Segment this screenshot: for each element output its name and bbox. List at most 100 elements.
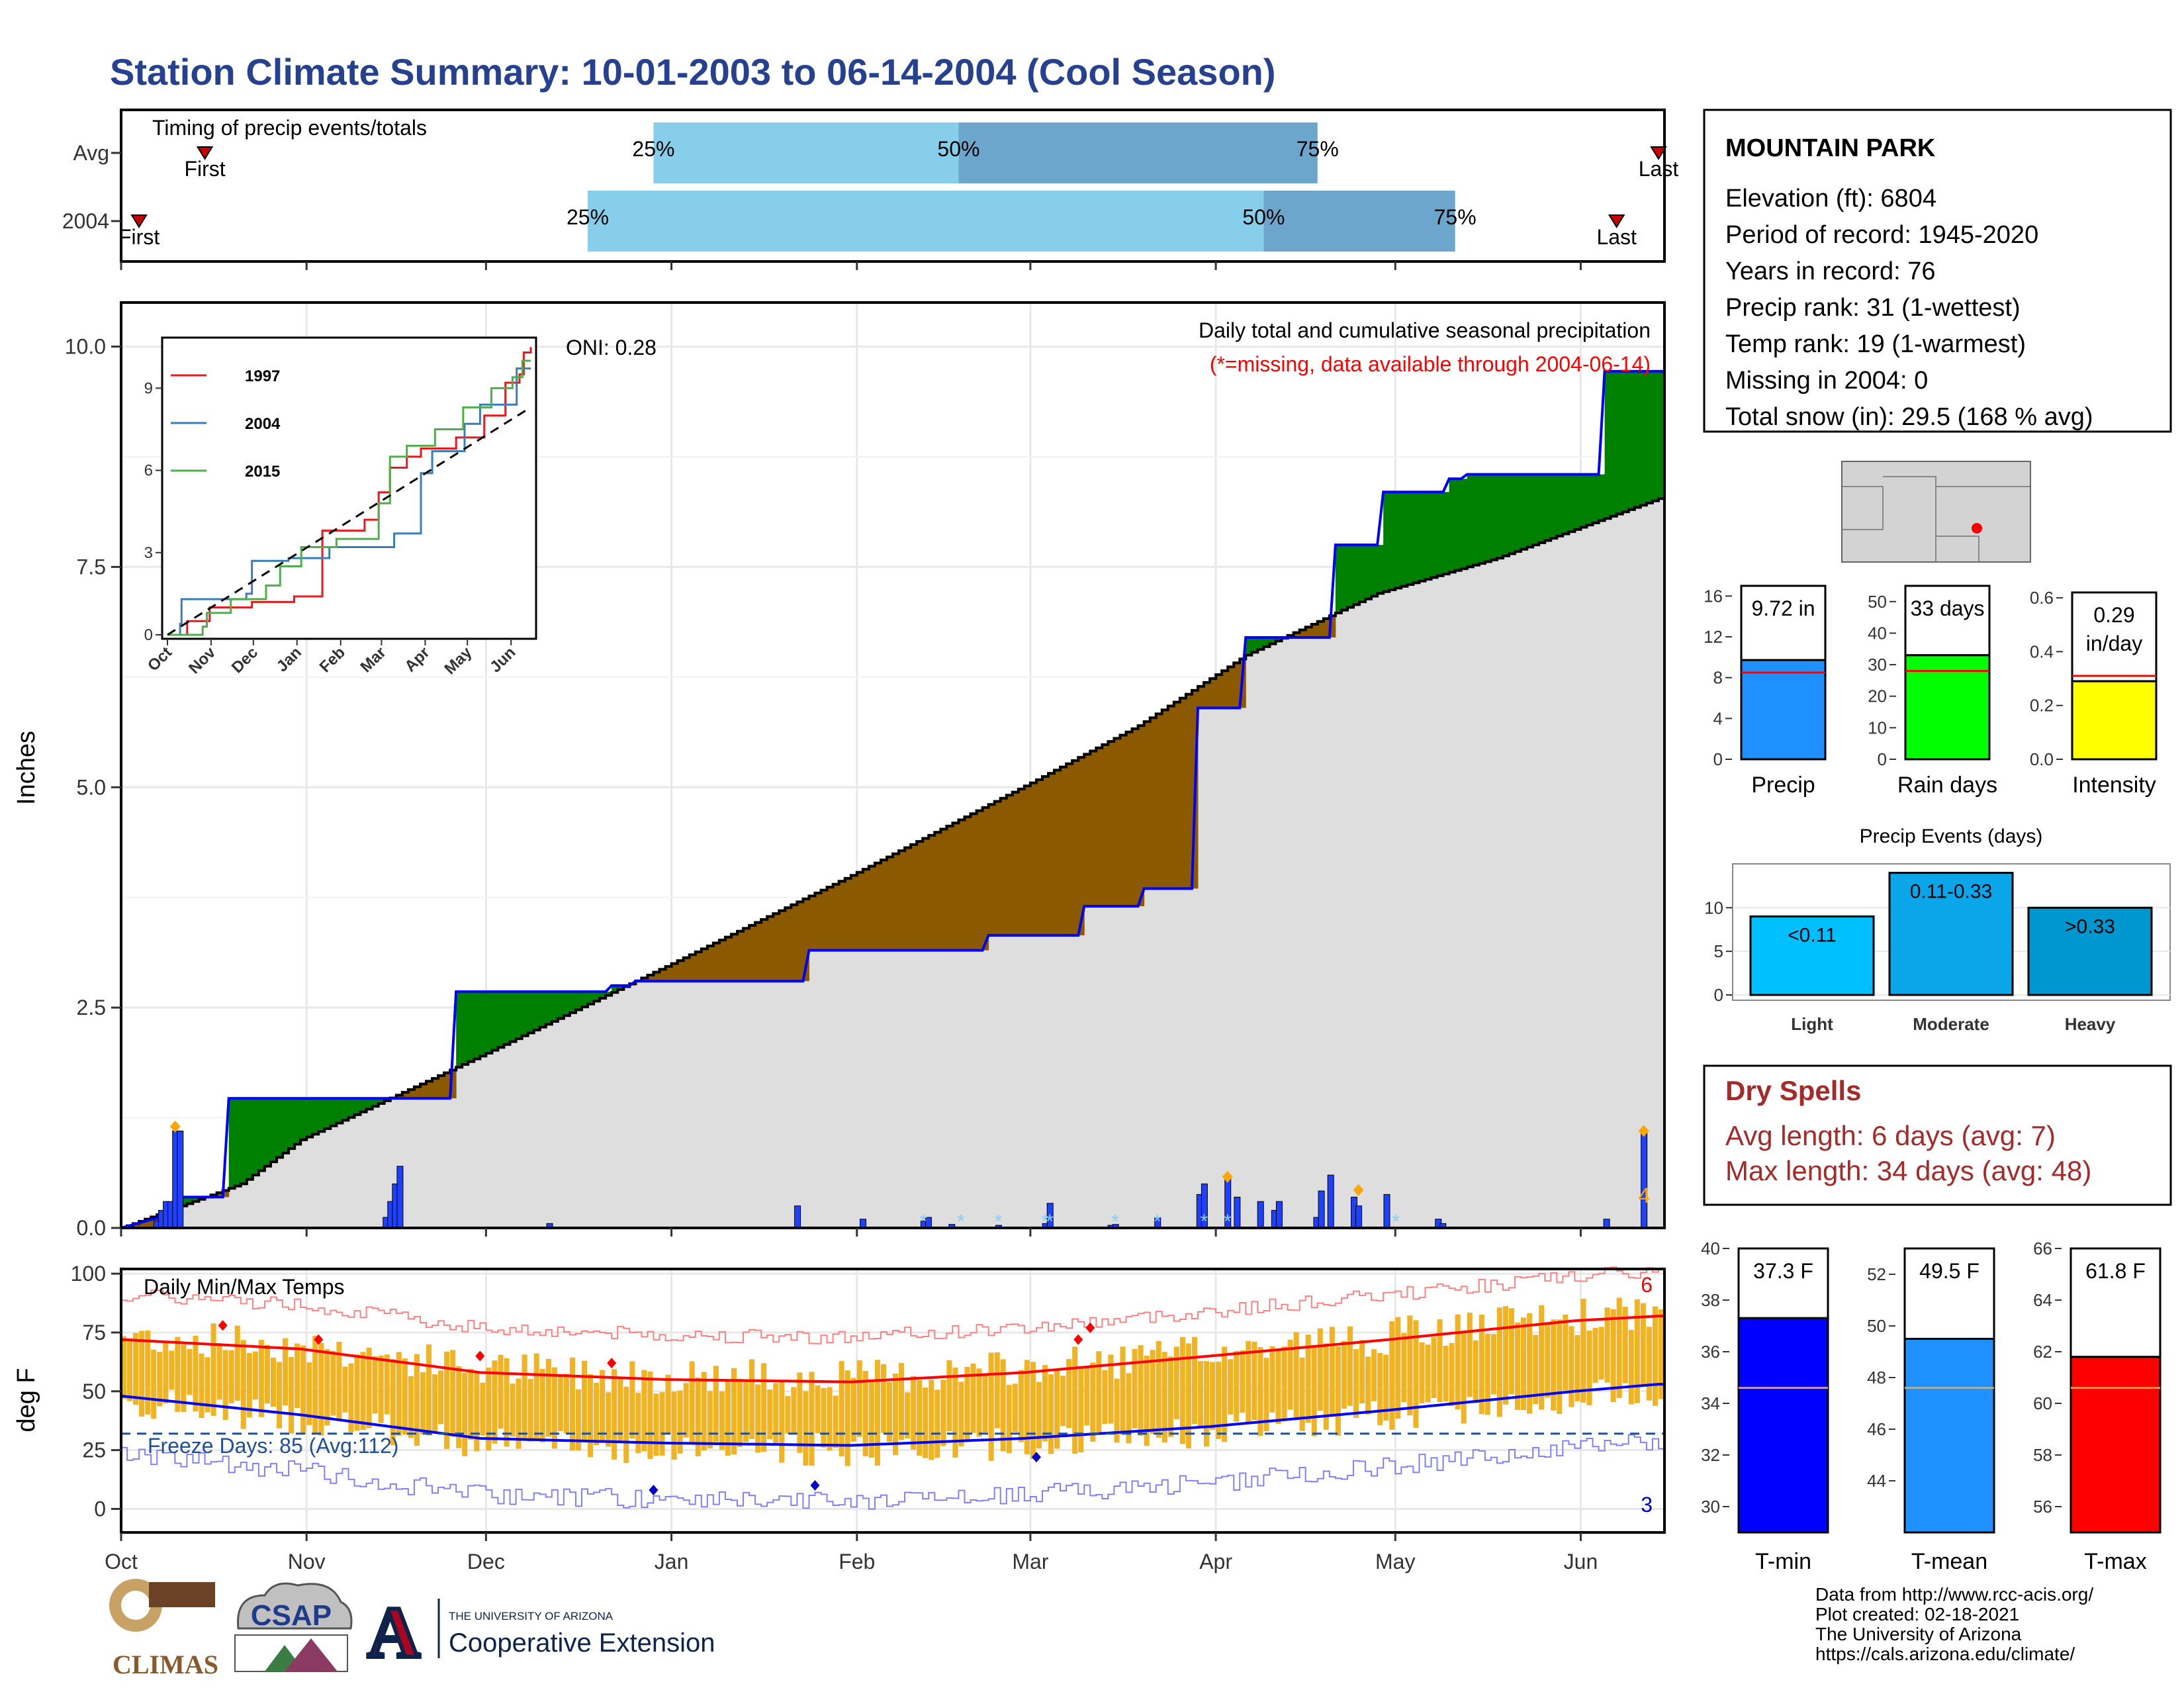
footer-line: Data from http://www.rcc-acis.org/ xyxy=(1815,1584,2093,1605)
diff-fill xyxy=(1527,474,1533,547)
daily-temp-bar xyxy=(713,1366,719,1442)
daily-temp-bar xyxy=(1323,1343,1329,1430)
mini-y-label: 66 xyxy=(2033,1239,2052,1258)
event-category: Moderate xyxy=(1913,1014,1989,1034)
diff-fill xyxy=(761,919,768,982)
diff-fill xyxy=(1592,474,1600,523)
bar-name: T-max xyxy=(2084,1549,2146,1574)
ua-big-text: Cooperative Extension xyxy=(449,1628,715,1658)
bar-name: T-mean xyxy=(1911,1549,1987,1574)
daily-temp-bar xyxy=(151,1349,157,1419)
diff-fill xyxy=(575,992,582,1010)
daily-temp-bar xyxy=(1102,1370,1108,1425)
dry-spells-box: Dry Spells Avg length: 6 days (avg: 7) M… xyxy=(1703,1064,2172,1206)
mini-y-label: 50 xyxy=(1868,592,1887,612)
record-low-marker xyxy=(649,1485,659,1496)
y-tick-label: 7.5 xyxy=(77,555,106,579)
inset-x-label: Jan xyxy=(273,643,305,675)
event-bar-label: 0.11-0.33 xyxy=(1910,881,1993,903)
inset-legend-label: 1997 xyxy=(245,367,280,385)
daily-precip-bar xyxy=(1641,1131,1648,1229)
station-line: Elevation (ft): 6804 xyxy=(1725,185,1936,212)
mini-y-label: 0.0 xyxy=(2030,749,2054,769)
daily-temp-bar xyxy=(1473,1340,1479,1403)
daily-temp-bar xyxy=(187,1348,193,1395)
station-marker xyxy=(1972,523,1982,534)
diff-fill xyxy=(318,1098,325,1132)
inset-x-label: Oct xyxy=(144,643,175,675)
diff-fill xyxy=(498,992,504,1048)
timing-p25-label: 25% xyxy=(632,137,674,161)
inset-x-label: Nov xyxy=(185,643,220,678)
diff-fill xyxy=(1275,637,1283,641)
daily-temp-bar xyxy=(988,1352,994,1461)
daily-temp-bar xyxy=(426,1344,432,1436)
diff-fill xyxy=(653,972,660,982)
diff-fill xyxy=(264,1098,271,1166)
diff-fill xyxy=(868,866,876,951)
month-label-apr: Apr xyxy=(1199,1550,1232,1573)
daily-temp-bar xyxy=(1036,1382,1042,1449)
daily-temp-bar xyxy=(1173,1346,1179,1420)
daily-temp-bar xyxy=(480,1382,486,1436)
daily-temp-bar xyxy=(588,1374,594,1458)
diff-fill xyxy=(1515,474,1522,552)
temp-count-low: 3 xyxy=(1641,1493,1653,1517)
extreme-marker xyxy=(169,1120,181,1133)
daily-temp-bar xyxy=(1449,1342,1455,1407)
diff-fill xyxy=(1084,754,1091,907)
value-bar xyxy=(2070,1356,2161,1534)
diff-fill xyxy=(1604,371,1612,519)
event-bar-label: >0.33 xyxy=(2065,915,2115,937)
inset-y-label: 6 xyxy=(144,462,153,480)
daily-temp-bar xyxy=(1419,1342,1425,1404)
daily-temp-bar xyxy=(1167,1356,1173,1437)
daily-temp-bar xyxy=(833,1395,839,1448)
daily-temp-bar xyxy=(318,1342,324,1436)
daily-temp-bar xyxy=(1138,1345,1144,1436)
mini-y-label: 32 xyxy=(1701,1445,1720,1465)
daily-temp-bar xyxy=(1425,1344,1431,1403)
diff-fill xyxy=(1437,492,1444,576)
station-name: MOUNTAIN PARK xyxy=(1725,134,1936,162)
daily-temp-bar xyxy=(653,1393,659,1456)
daily-temp-bar xyxy=(1185,1343,1191,1449)
daily-temp-bar xyxy=(1275,1349,1281,1424)
inset-legend-label: 2015 xyxy=(245,463,280,481)
daily-precip-bar xyxy=(1234,1196,1241,1229)
daily-temp-bar xyxy=(1431,1337,1437,1398)
daily-temp-bar xyxy=(474,1371,480,1452)
daily-temp-bar xyxy=(1551,1319,1557,1411)
diff-fill xyxy=(923,838,929,951)
diff-fill xyxy=(289,1098,295,1149)
diff-fill xyxy=(324,1098,331,1129)
temp-panel: 0 25 50 75 100 deg F Daily Min/Max Temps Fre… xyxy=(13,1262,1666,1534)
daily-temp-bar xyxy=(133,1333,139,1405)
diff-fill xyxy=(1293,632,1300,637)
value-bar xyxy=(2071,680,2158,761)
daily-temp-bar xyxy=(1443,1345,1449,1401)
diff-fill xyxy=(1455,479,1462,571)
diff-fill xyxy=(665,966,672,982)
diff-fill xyxy=(952,823,959,951)
diff-fill xyxy=(1204,682,1210,708)
daily-temp-bar xyxy=(701,1372,707,1451)
last-marker xyxy=(1650,146,1667,160)
daily-temp-bar xyxy=(821,1387,827,1448)
daily-temp-bar xyxy=(737,1378,743,1447)
diff-fill xyxy=(1096,747,1103,907)
diff-fill xyxy=(779,910,786,982)
diff-fill xyxy=(976,810,983,951)
daily-temp-bar xyxy=(438,1370,444,1425)
daily-temp-bar xyxy=(1024,1360,1030,1454)
diff-fill xyxy=(850,875,858,951)
diff-fill xyxy=(222,1190,230,1197)
diff-fill xyxy=(797,902,803,982)
daily-temp-bar xyxy=(1305,1335,1311,1423)
diff-fill xyxy=(270,1098,277,1162)
last-marker xyxy=(1608,214,1625,228)
daily-temp-bar xyxy=(1156,1340,1161,1438)
value-label-box xyxy=(1740,585,1827,661)
station-info: MOUNTAIN PARK Elevation (ft): 6804 Period… xyxy=(1703,109,2172,433)
daily-temp-bar xyxy=(563,1374,569,1434)
